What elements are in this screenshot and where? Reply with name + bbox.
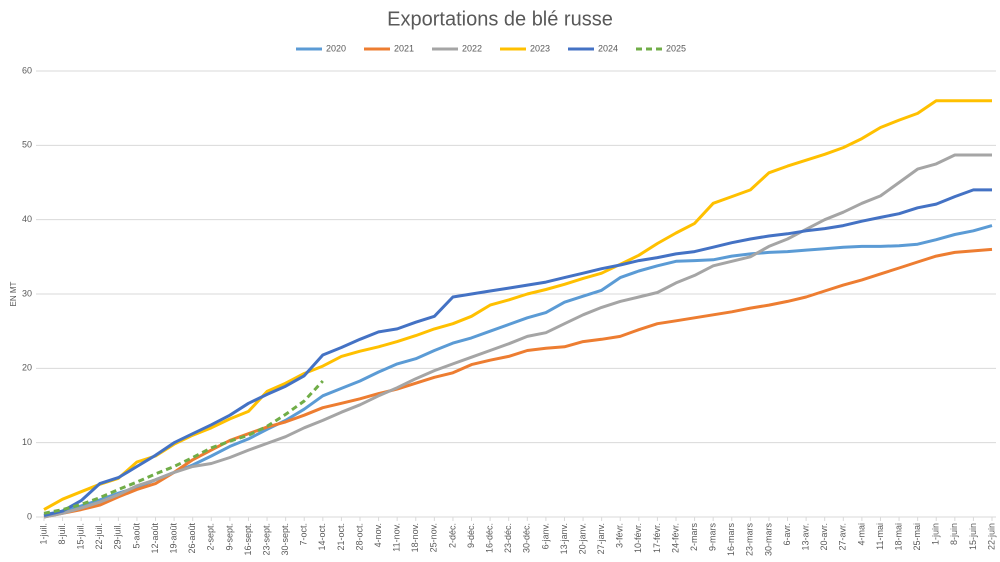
chart-title: Exportations de blé russe (387, 8, 613, 30)
x-tick-label: 19-août (168, 523, 178, 554)
line-series (43, 99, 992, 511)
x-tick-label: 10-févr. (633, 523, 643, 553)
x-tick-label: 1-juin (931, 523, 941, 545)
x-tick-label: 29-juil. (113, 523, 123, 550)
x-tick-label: 9-déc. (466, 523, 476, 548)
legend-label: 2020 (326, 43, 346, 53)
x-tick-label: 24-févr. (670, 523, 680, 553)
x-tick-label: 3-févr. (615, 523, 625, 548)
x-tick-label: 15-juil. (76, 523, 86, 550)
x-tick-label: 30-mars (763, 523, 773, 557)
x-tick-label: 8-juil. (57, 523, 67, 545)
x-tick-label: 12-août (150, 523, 160, 554)
x-tick-label: 23-mars (745, 523, 755, 557)
x-tick-label: 27-janv. (596, 523, 606, 554)
x-tick-label: 8-juin (949, 523, 959, 545)
y-tick-label: 20 (22, 363, 32, 373)
x-tick-label: 9-sept. (224, 523, 234, 551)
legend-label: 2025 (666, 43, 686, 53)
x-tick-label: 4-mai (856, 523, 866, 546)
x-tick-label: 13-avr. (800, 523, 810, 551)
y-axis-label: EN MT (9, 281, 18, 306)
x-tick-label: 18-mai (893, 523, 903, 551)
legend-label: 2021 (394, 43, 414, 53)
x-tick-label: 27-avr. (838, 523, 848, 551)
x-tick-label: 2-déc. (447, 523, 457, 548)
x-tick-label: 15-juin (968, 523, 978, 550)
x-tick-label: 26-août (187, 523, 197, 554)
x-tick-label: 20-janv. (577, 523, 587, 554)
x-tick-label: 13-janv. (559, 523, 569, 554)
x-tick-label: 5-août (131, 523, 141, 549)
x-tick-label: 16-déc. (484, 523, 494, 553)
x-tick-label: 11-mai (875, 523, 885, 550)
x-tick-label: 4-nov. (373, 523, 383, 547)
x-tick-label: 30-sept. (280, 523, 290, 556)
x-tick-label: 20-avr. (819, 523, 829, 551)
x-tick-label: 22-juil. (94, 523, 104, 550)
line-series (43, 247, 993, 519)
x-tick-label: 23-sept. (261, 523, 271, 556)
x-tick-label: 16-mars (726, 523, 736, 557)
line-series (43, 153, 992, 519)
legend-label: 2023 (530, 43, 550, 53)
y-tick-label: 0 (27, 511, 32, 521)
x-tick-label: 21-oct. (336, 523, 346, 551)
x-tick-label: 17-févr. (652, 523, 662, 553)
x-tick-label: 18-nov. (410, 523, 420, 552)
x-tick-label: 6-avr. (782, 523, 792, 546)
line-series (43, 188, 992, 517)
x-tick-label: 28-oct. (354, 523, 364, 551)
x-tick-label: 9-mars (708, 523, 718, 552)
y-tick-label: 10 (22, 437, 32, 447)
x-tick-label: 25-mai (912, 523, 922, 551)
y-tick-label: 50 (22, 140, 32, 150)
x-tick-label: 11-nov. (392, 523, 402, 552)
x-tick-label: 14-oct. (317, 523, 327, 551)
x-tick-label: 25-nov. (429, 523, 439, 552)
x-tick-label: 7-oct. (299, 523, 309, 546)
line-series (43, 379, 324, 515)
x-tick-label: 6-janv. (540, 523, 550, 549)
line-series (43, 224, 993, 517)
y-tick-label: 60 (22, 65, 32, 75)
y-tick-label: 30 (22, 288, 32, 298)
y-tick-label: 40 (22, 214, 32, 224)
x-tick-label: 2-sept. (206, 523, 216, 551)
x-tick-label: 16-sept. (243, 523, 253, 556)
x-tick-label: 1-juil. (38, 523, 48, 545)
legend-label: 2022 (462, 43, 482, 53)
x-tick-label: 22-juin (986, 523, 996, 550)
legend-label: 2024 (598, 43, 618, 53)
x-tick-label: 2-mars (689, 523, 699, 552)
x-tick-label: 30-déc. (522, 523, 532, 553)
x-tick-label: 23-déc. (503, 523, 513, 553)
